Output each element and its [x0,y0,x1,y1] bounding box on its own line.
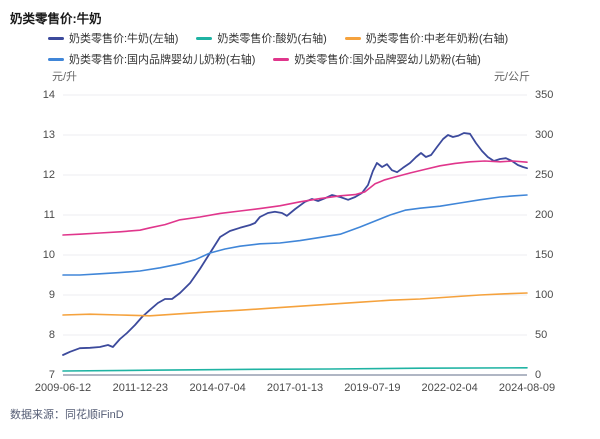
legend: 奶类零售价:牛奶(左轴) 奶类零售价:酸奶(右轴) 奶类零售价:中老年奶粉(右轴) 奶… [48,30,588,72]
x-tick-label: 2024-08-09 [498,382,556,394]
legend-item-3[interactable]: 奶类零售价:国内品牌婴幼儿奶粉(右轴) [48,51,255,67]
series-line-2 [62,292,528,317]
legend-row: 奶类零售价:国内品牌婴幼儿奶粉(右轴) 奶类零售价:国外品牌婴幼儿奶粉(右轴) [48,51,588,67]
y-left-tick-label: 7 [48,369,55,381]
chart-title: 奶类零售价:牛奶 [10,12,102,26]
legend-line-swatch [196,36,213,40]
legend-item-label: 奶类零售价:国外品牌婴幼儿奶粉(右轴) [294,54,481,66]
series-line-0 [62,132,528,356]
y-left-tick-label: 11 [43,209,55,221]
series-line-3 [62,194,528,276]
y-right-tick-label: 300 [535,129,554,141]
y-right-tick-label: 250 [535,169,554,181]
y-right-tick-label: 0 [535,369,542,381]
legend-item-label: 奶类零售价:牛奶(左轴) [69,33,179,45]
y-left-tick-label: 14 [42,89,55,101]
legend-line-swatch [48,36,64,40]
x-tick-label: 2019-07-19 [344,382,401,394]
legend-line-swatch [273,57,290,61]
y-left-tick-label: 13 [42,129,55,141]
x-tick-label: 2022-02-04 [421,382,478,394]
x-tick-label: 2017-01-13 [266,382,324,394]
legend-line-swatch [344,36,361,40]
y-right-tick-label: 350 [535,89,554,101]
y-right-tick-label: 200 [535,209,554,221]
legend-item-label: 奶类零售价:国内品牌婴幼儿奶粉(右轴) [69,54,256,66]
y-left-tick-label: 12 [42,169,55,181]
y-left-tick-label: 9 [48,289,55,301]
right-axis-unit-label: 元/公斤 [493,71,530,83]
legend-item-4[interactable]: 奶类零售价:国外品牌婴幼儿奶粉(右轴) [273,51,481,67]
series-line-1 [62,366,528,372]
legend-row: 奶类零售价:牛奶(左轴) 奶类零售价:酸奶(右轴) 奶类零售价:中老年奶粉(右轴) [48,30,588,46]
legend-item-label: 奶类零售价:酸奶(右轴) [217,33,327,45]
legend-item-1[interactable]: 奶类零售价:酸奶(右轴) [196,30,327,46]
y-right-tick-label: 50 [535,329,548,341]
legend-item-0[interactable]: 奶类零售价:牛奶(左轴) [48,30,178,46]
data-source-note: 数据来源：同花顺iFinD [10,409,124,421]
legend-line-swatch [48,57,64,61]
left-axis-unit-label: 元/升 [52,71,78,83]
y-right-tick-label: 150 [535,249,554,261]
x-tick-label: 2014-07-04 [189,382,246,394]
x-tick-label: 2009-06-12 [34,382,92,394]
y-right-tick-label: 100 [535,289,554,301]
legend-item-2[interactable]: 奶类零售价:中老年奶粉(右轴) [344,30,509,46]
y-left-tick-label: 10 [42,249,55,261]
x-tick-label: 2011-12-23 [112,382,169,394]
y-left-tick-label: 8 [48,329,55,341]
legend-item-label: 奶类零售价:中老年奶粉(右轴) [365,33,509,45]
series-line-4 [62,160,528,236]
